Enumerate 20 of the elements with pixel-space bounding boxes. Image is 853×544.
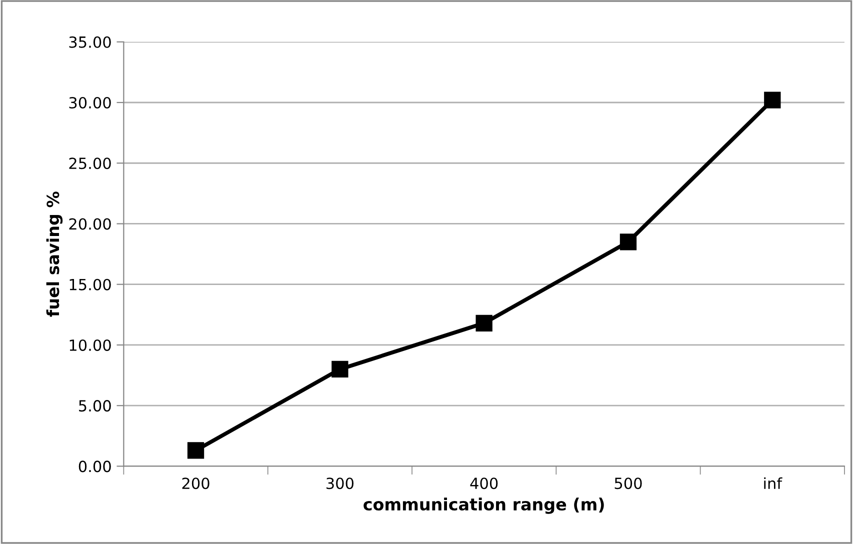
y-tick-label: 15.00 bbox=[70, 278, 111, 290]
y-axis-title: fuel saving % bbox=[46, 192, 63, 317]
x-tick-label: inf bbox=[764, 477, 782, 489]
y-tick-label: 10.00 bbox=[70, 339, 111, 351]
point bbox=[332, 360, 348, 378]
y-tick-label: 0.00 bbox=[78, 460, 111, 472]
y-tick-label: 30.00 bbox=[69, 96, 111, 109]
point bbox=[476, 314, 492, 332]
point bbox=[620, 234, 637, 250]
y-tick-label: 5.00 bbox=[79, 400, 111, 412]
x-tick-label: 300 bbox=[326, 478, 354, 490]
point bbox=[764, 92, 781, 108]
y-tick-label: 20.00 bbox=[69, 218, 111, 230]
x-tick-label: 200 bbox=[182, 478, 210, 490]
x-tick-label: 500 bbox=[614, 478, 642, 490]
x-tick-label: 400 bbox=[470, 478, 498, 490]
point bbox=[187, 442, 204, 459]
y-tick-label: 35.00 bbox=[69, 36, 111, 48]
x-axis-title: communication range (m) bbox=[364, 498, 604, 514]
y-tick-label: 25.00 bbox=[69, 158, 111, 170]
